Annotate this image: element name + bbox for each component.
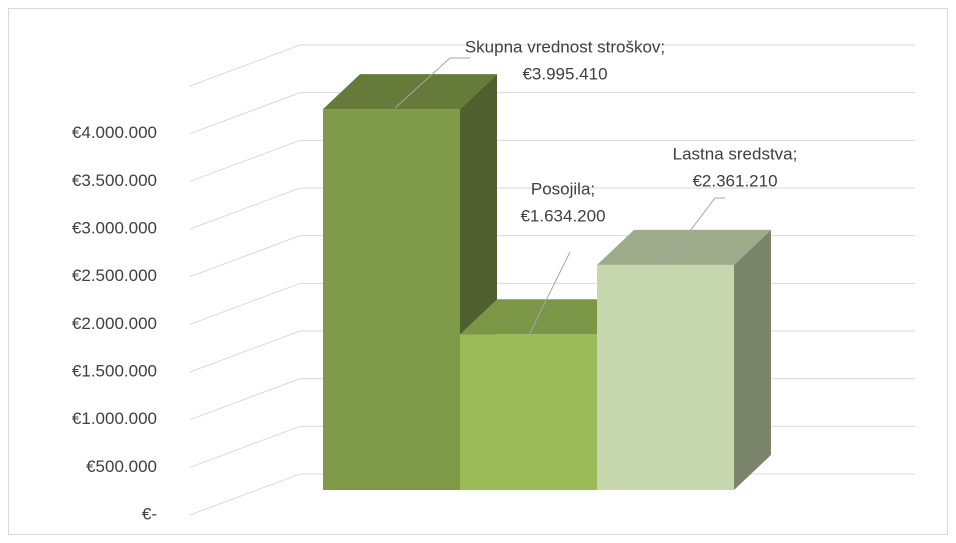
y-tick-label: €4.000.000	[72, 123, 157, 142]
y-tick-label: €1.500.000	[72, 361, 157, 380]
bar	[323, 109, 460, 490]
grid-line	[189, 139, 915, 182]
leader-line	[529, 251, 571, 334]
data-label-category: Posojila;	[531, 179, 595, 198]
bar-side	[734, 229, 771, 490]
bar	[460, 334, 597, 490]
y-tick-label: €3.000.000	[72, 218, 157, 237]
bar-top	[323, 74, 497, 110]
leader-line	[394, 57, 470, 109]
y-tick-label: €2.000.000	[72, 314, 157, 333]
y-tick-label: €3.500.000	[72, 171, 157, 190]
data-label-category: Lastna sredstva;	[673, 144, 798, 163]
grid-line	[189, 92, 915, 135]
bar-top	[460, 299, 634, 335]
data-label-category: Skupna vrednost stroškov;	[465, 37, 665, 56]
data-label-value: €1.634.200	[520, 206, 605, 225]
y-tick-label: €2.500.000	[72, 266, 157, 285]
y-tick-label: €500.000	[86, 457, 157, 476]
grid-frame	[189, 44, 915, 87]
y-tick-label: €1.000.000	[72, 409, 157, 428]
y-tick-label: €-	[142, 504, 157, 523]
data-label-value: €3.995.410	[522, 64, 607, 83]
grid-line	[189, 187, 915, 230]
bar	[597, 264, 734, 490]
bar-top	[597, 229, 771, 265]
leader-line	[664, 197, 725, 265]
data-label-value: €2.361.210	[692, 171, 777, 190]
